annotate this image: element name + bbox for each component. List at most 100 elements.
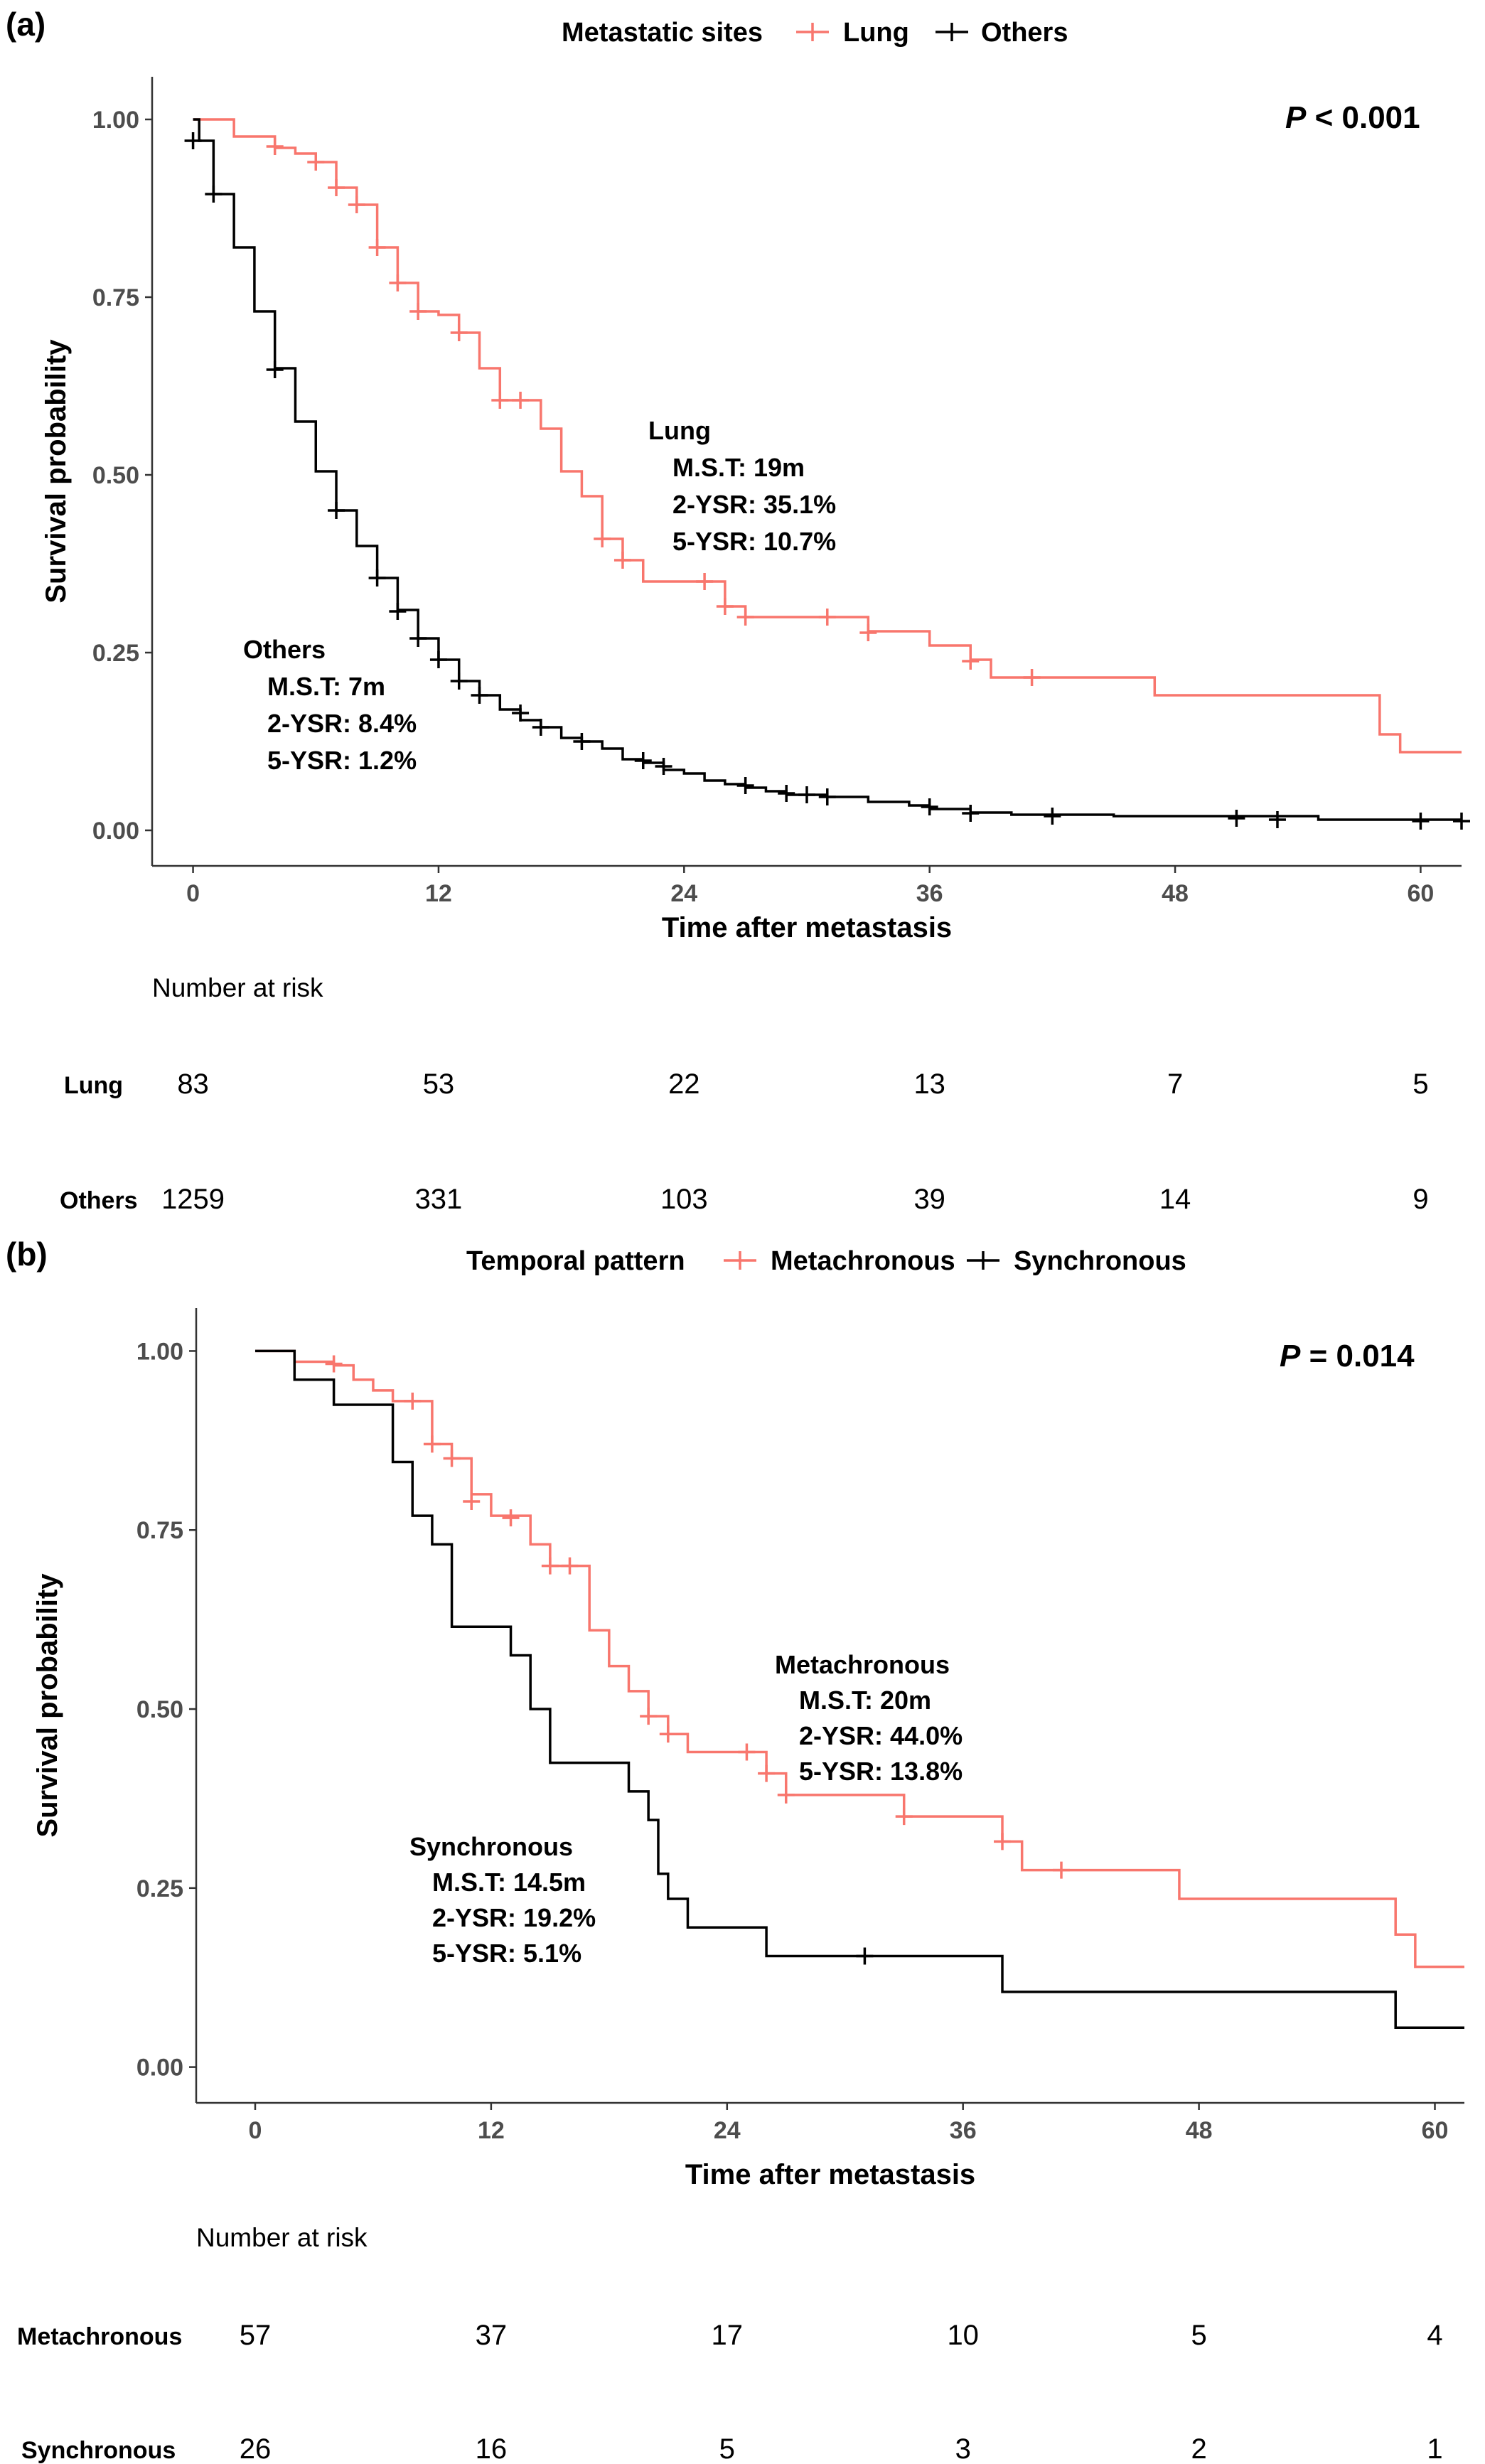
panel-b-y-tick-label: 0.75 [136, 1517, 183, 1544]
censor-mark-lung [307, 154, 325, 171]
survival-curve-lung [193, 118, 1462, 754]
risk-row-label-others: Others [60, 1187, 138, 1214]
risk-value-metachronous: 57 [240, 2320, 272, 2351]
panel-b-x-label: Time after metastasis [685, 2159, 975, 2190]
censor-mark-lung [266, 138, 284, 155]
panel-a-p-text: < 0.001 [1306, 100, 1420, 135]
panel-a-p-value: P < 0.001 [1285, 100, 1420, 135]
panel-a-y-tick-label: 0.25 [92, 640, 139, 667]
panel-b-x-tick-label: 12 [478, 2117, 505, 2144]
censor-mark-others [429, 651, 447, 668]
censor-mark-others [1268, 811, 1286, 828]
censor-mark-others [328, 502, 345, 519]
censor-mark-synchronous [856, 1947, 874, 1965]
annotation-synchronous-mst: M.S.T: 14.5m [432, 1868, 586, 1897]
censor-mark-lung [962, 653, 980, 670]
panel-a-y-tick-label: 0.00 [92, 818, 139, 845]
censor-mark-lung [1023, 669, 1041, 686]
censor-mark-metachronous [443, 1450, 461, 1467]
panel-b: (b) Temporal pattern Metachronous Synchr… [6, 1236, 1464, 2464]
annotation-others-2ysr: 2-YSR: 8.4% [267, 709, 417, 738]
annotation-lung-5ysr: 5-YSR: 10.7% [672, 527, 836, 556]
panel-a-legend-title: Metastatic sites [562, 18, 763, 48]
panel-b-p-value: P = 0.014 [1280, 1339, 1415, 1373]
risk-value-lung: 53 [423, 1068, 455, 1100]
panel-b-risk-values: 57 37 17 10 5 4 26 16 5 3 2 1 [240, 2320, 1443, 2464]
risk-value-synchronous: 16 [476, 2433, 508, 2464]
legend-synchronous-label: Synchronous [1014, 1246, 1186, 1276]
panel-b-risk-title: Number at risk [196, 2223, 368, 2252]
panel-b-y-label: Survival probability [32, 1573, 63, 1838]
panel-b-p-text: = 0.014 [1300, 1339, 1415, 1373]
annotation-others-5ysr: 5-YSR: 1.2% [267, 746, 417, 775]
risk-value-synchronous: 5 [719, 2433, 735, 2464]
panel-a-x-tick-label: 24 [670, 880, 697, 907]
censor-mark-others [962, 805, 980, 822]
censor-mark-lung [613, 552, 631, 569]
censor-mark-others [921, 798, 938, 815]
risk-value-synchronous: 2 [1191, 2433, 1206, 2464]
censor-mark-metachronous [994, 1833, 1012, 1850]
censor-mark-others [798, 786, 815, 803]
censor-mark-others [184, 132, 202, 149]
risk-value-others: 9 [1412, 1184, 1428, 1215]
panel-a-x-label: Time after metastasis [662, 912, 952, 943]
legend-others-label: Others [981, 18, 1068, 48]
annotation-lung: Lung M.S.T: 19m 2-YSR: 35.1% 5-YSR: 10.7… [648, 416, 836, 556]
risk-row-label-synchronous: Synchronous [21, 2437, 176, 2464]
survival-curve-others [193, 118, 1462, 821]
panel-a-x-tick-label: 0 [186, 880, 200, 907]
risk-value-metachronous: 4 [1427, 2320, 1442, 2351]
censor-mark-lung [512, 392, 530, 409]
panel-a-label: (a) [6, 6, 45, 43]
risk-value-others: 14 [1159, 1184, 1191, 1215]
panel-b-x-tick-label: 60 [1422, 2117, 1449, 2144]
legend-lung-label: Lung [843, 18, 909, 48]
censor-mark-lung [594, 530, 611, 547]
censor-mark-lung [389, 274, 407, 291]
panel-b-y-tick-label: 0.25 [136, 1875, 183, 1902]
censor-mark-others [450, 673, 468, 690]
panel-b-x-tick-label: 0 [249, 2117, 262, 2144]
panel-a-plot: 0.00 0.25 0.50 0.75 1.00 0 12 24 36 48 60 Time afte… [41, 77, 1470, 943]
censor-mark-others [1228, 810, 1245, 827]
censor-mark-lung [491, 392, 509, 409]
panel-a-x-tick-label: 60 [1408, 880, 1435, 907]
panel-b-x-tick-label: 36 [950, 2117, 977, 2144]
censor-mark-lung [696, 573, 714, 590]
censor-mark-lung [859, 624, 877, 641]
panel-b-label: (b) [6, 1236, 48, 1273]
censor-mark-lung [368, 239, 386, 256]
panel-a-y-tick-label: 0.50 [92, 462, 139, 489]
annotation-lung-mst: M.S.T: 19m [672, 453, 805, 482]
censor-mark-metachronous [659, 1725, 677, 1743]
annotation-synchronous-title: Synchronous [409, 1832, 573, 1861]
censor-mark-lung [328, 179, 345, 196]
censor-mark-metachronous [1052, 1861, 1070, 1879]
annotation-metachronous-5ysr: 5-YSR: 13.8% [799, 1757, 963, 1786]
censor-mark-metachronous [895, 1808, 913, 1826]
censor-mark-metachronous [738, 1743, 756, 1761]
panel-b-p-symbol: P [1280, 1339, 1301, 1373]
censor-mark-others [1044, 808, 1061, 825]
risk-row-label-lung: Lung [64, 1072, 123, 1099]
panel-b-plot: 0.00 0.25 0.50 0.75 1.00 0 12 24 36 48 60 Time afte… [32, 1308, 1464, 2190]
risk-value-metachronous: 37 [476, 2320, 508, 2351]
risk-value-lung: 13 [913, 1068, 945, 1100]
censor-mark-others [205, 186, 223, 203]
risk-value-metachronous: 10 [947, 2320, 979, 2351]
survival-curve-metachronous [254, 1349, 1464, 1968]
legend-metachronous-label: Metachronous [771, 1246, 955, 1276]
censor-mark-lung [818, 609, 836, 626]
annotation-metachronous: Metachronous M.S.T: 20m 2-YSR: 44.0% 5-Y… [775, 1650, 963, 1786]
panel-a-x-tick-label: 12 [425, 880, 452, 907]
annotation-others-title: Others [243, 635, 326, 664]
annotation-synchronous: Synchronous M.S.T: 14.5m 2-YSR: 19.2% 5-… [409, 1832, 596, 1968]
panel-b-legend-title: Temporal pattern [466, 1246, 685, 1276]
annotation-synchronous-2ysr: 2-YSR: 19.2% [432, 1903, 596, 1932]
censor-mark-lung [450, 324, 468, 341]
censor-mark-metachronous [325, 1355, 343, 1373]
censor-mark-metachronous [404, 1392, 422, 1410]
censor-mark-others [389, 603, 407, 620]
censor-mark-lung [348, 196, 365, 213]
